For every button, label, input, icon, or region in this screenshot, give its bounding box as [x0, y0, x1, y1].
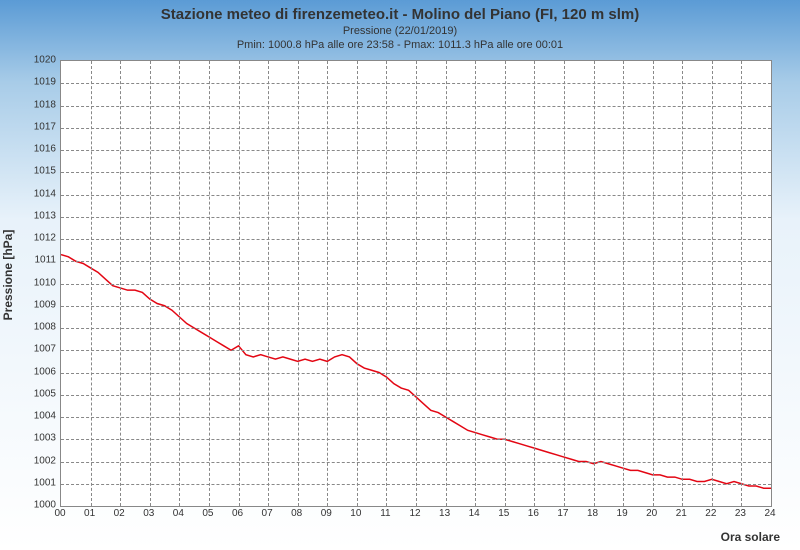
gridline-v — [446, 61, 447, 506]
y-tick-label: 1011 — [34, 255, 56, 266]
y-axis-label: Pressione [hPa] — [1, 230, 15, 321]
gridline-v — [239, 61, 240, 506]
chart-subtitle-date: Pressione (22/01/2019) — [0, 25, 800, 37]
x-tick-label: 08 — [291, 508, 302, 519]
y-tick-label: 1007 — [34, 344, 56, 355]
x-tick-label: 22 — [705, 508, 716, 519]
x-tick-label: 05 — [202, 508, 213, 519]
x-axis-label: Ora solare — [721, 530, 780, 544]
y-tick-label: 1001 — [34, 477, 56, 488]
y-tick-label: 1006 — [34, 366, 56, 377]
x-tick-label: 02 — [114, 508, 125, 519]
x-tick-label: 11 — [380, 508, 390, 519]
gridline-v — [594, 61, 595, 506]
plot-area — [60, 60, 772, 507]
gridline-v — [298, 61, 299, 506]
y-tick-label: 1014 — [34, 188, 56, 199]
y-tick-label: 1020 — [34, 55, 56, 66]
x-tick-label: 00 — [54, 508, 65, 519]
gridline-v — [653, 61, 654, 506]
x-tick-label: 06 — [232, 508, 243, 519]
gridline-v — [712, 61, 713, 506]
gridline-v — [179, 61, 180, 506]
x-tick-label: 18 — [587, 508, 598, 519]
gridline-v — [268, 61, 269, 506]
x-tick-label: 13 — [439, 508, 450, 519]
x-tick-label: 15 — [498, 508, 509, 519]
x-tick-label: 07 — [262, 508, 273, 519]
gridline-v — [120, 61, 121, 506]
x-tick-label: 17 — [557, 508, 568, 519]
y-tick-label: 1019 — [34, 77, 56, 88]
x-tick-label: 03 — [143, 508, 154, 519]
chart-subtitle-minmax: Pmin: 1000.8 hPa alle ore 23:58 - Pmax: … — [0, 39, 800, 51]
y-tick-label: 1010 — [34, 277, 56, 288]
x-tick-label: 21 — [676, 508, 687, 519]
gridline-v — [505, 61, 506, 506]
x-tick-label: 23 — [735, 508, 746, 519]
x-tick-label: 19 — [617, 508, 628, 519]
gridline-v — [623, 61, 624, 506]
gridline-v — [741, 61, 742, 506]
x-tick-label: 09 — [321, 508, 332, 519]
y-tick-label: 1016 — [34, 144, 56, 155]
y-tick-label: 1018 — [34, 99, 56, 110]
gridline-v — [534, 61, 535, 506]
gridline-v — [150, 61, 151, 506]
gridline-v — [682, 61, 683, 506]
chart-title: Stazione meteo di firenzemeteo.it - Moli… — [0, 0, 800, 23]
y-tick-label: 1003 — [34, 433, 56, 444]
y-tick-label: 1005 — [34, 388, 56, 399]
y-tick-label: 1013 — [34, 210, 56, 221]
x-tick-label: 04 — [173, 508, 184, 519]
y-tick-label: 1002 — [34, 455, 56, 466]
y-tick-label: 1012 — [34, 233, 56, 244]
gridline-v — [91, 61, 92, 506]
y-tick-label: 1000 — [34, 500, 56, 511]
gridline-v — [416, 61, 417, 506]
gridline-v — [564, 61, 565, 506]
pressure-chart: Stazione meteo di firenzemeteo.it - Moli… — [0, 0, 800, 550]
x-tick-label: 14 — [469, 508, 480, 519]
x-tick-label: 24 — [764, 508, 775, 519]
x-tick-label: 20 — [646, 508, 657, 519]
x-tick-label: 10 — [350, 508, 361, 519]
gridline-v — [327, 61, 328, 506]
y-tick-label: 1009 — [34, 299, 56, 310]
gridline-v — [386, 61, 387, 506]
y-tick-label: 1004 — [34, 411, 56, 422]
y-tick-label: 1017 — [34, 121, 56, 132]
gridline-v — [209, 61, 210, 506]
y-tick-label: 1008 — [34, 322, 56, 333]
x-tick-label: 12 — [409, 508, 420, 519]
y-tick-label: 1015 — [34, 166, 56, 177]
x-tick-label: 16 — [528, 508, 539, 519]
gridline-v — [357, 61, 358, 506]
x-tick-label: 01 — [84, 508, 95, 519]
gridline-v — [475, 61, 476, 506]
